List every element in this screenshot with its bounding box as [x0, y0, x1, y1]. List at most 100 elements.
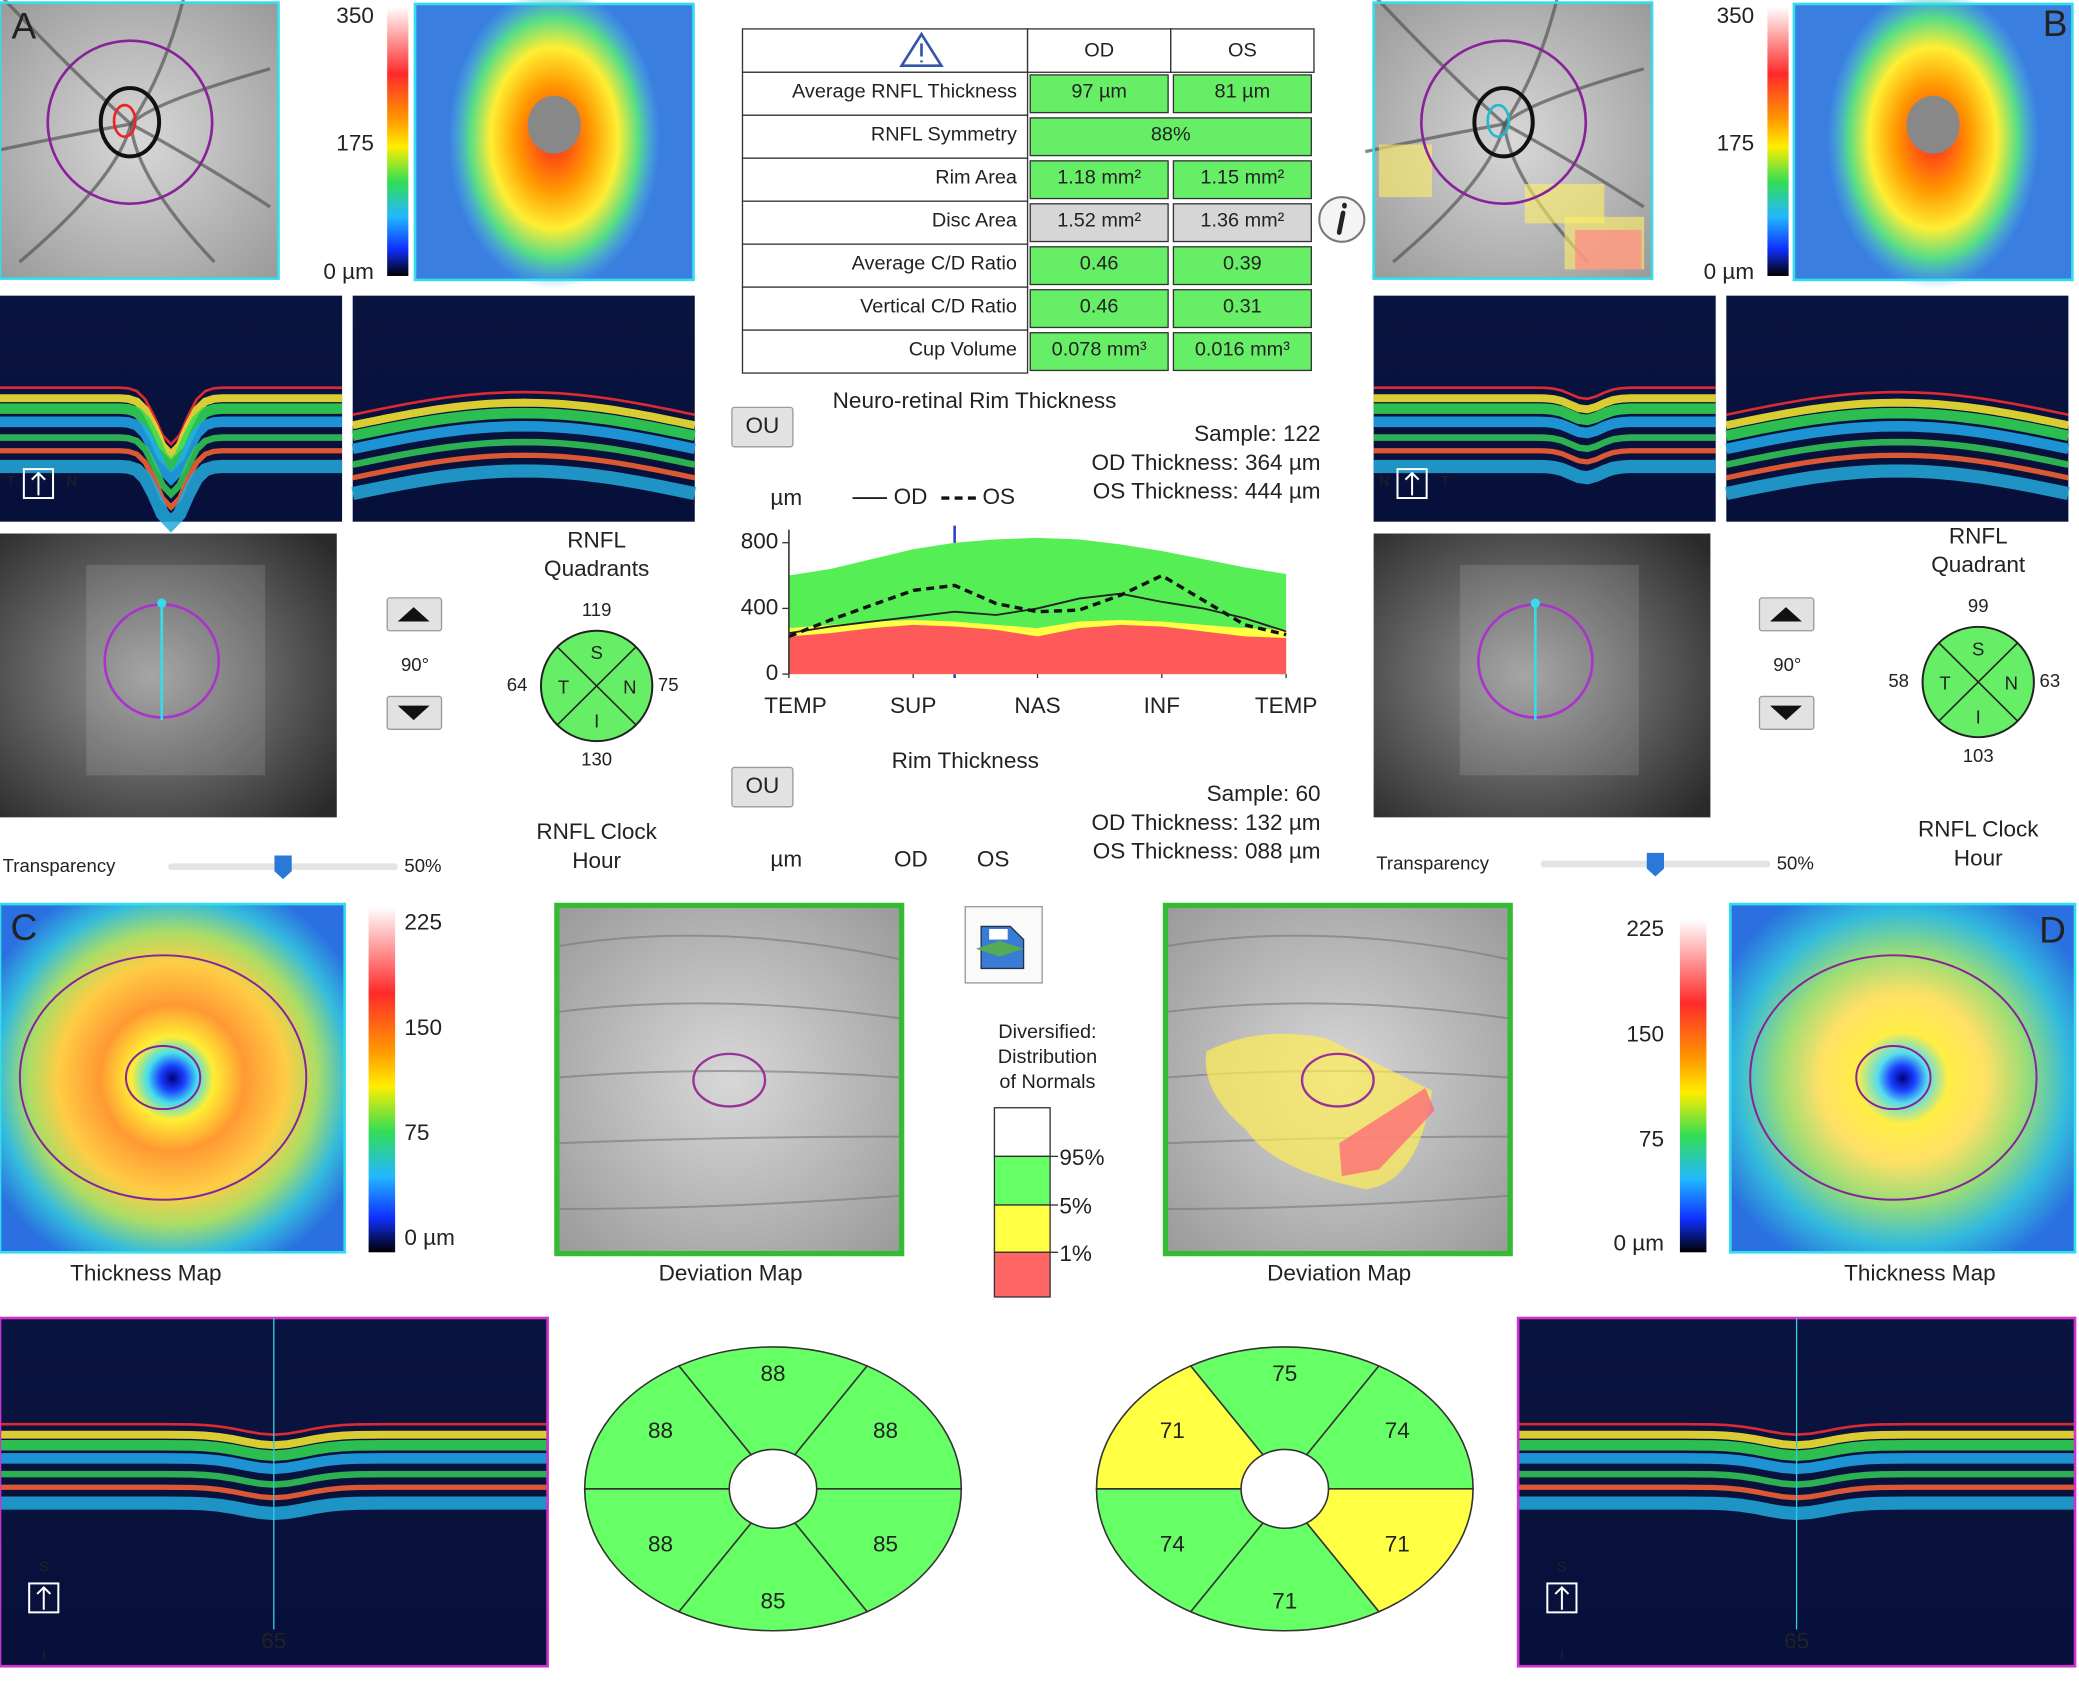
slo-image	[1373, 533, 1711, 818]
row-label-cell	[741, 71, 1029, 116]
scale-label: 0 µm	[1613, 1230, 1664, 1255]
row-label-cell	[741, 329, 1029, 374]
image-frame	[0, 902, 347, 1254]
slider-label: Transparency	[3, 855, 116, 876]
scan-position-label: 65	[1784, 1629, 1809, 1654]
image-frame	[554, 902, 905, 1257]
retina-layer	[1373, 459, 1716, 485]
panel-label: A	[11, 6, 36, 47]
vessel	[1503, 122, 1645, 209]
sector-value: 74	[1385, 1418, 1410, 1443]
cell-value: 0.31	[1223, 296, 1262, 318]
button-label: OU	[745, 413, 779, 438]
y-tick-label: 0	[766, 660, 779, 685]
column-header: µm	[770, 847, 802, 872]
column-header: OS	[977, 847, 1010, 872]
scan-area	[86, 565, 266, 776]
retina-layer	[1373, 448, 1716, 465]
grid-inner	[692, 1052, 767, 1108]
clock-hour-title: Hour	[572, 848, 621, 873]
scan-position-label: 65	[261, 1629, 286, 1654]
value-cell	[1172, 74, 1312, 114]
sector	[1095, 1488, 1265, 1613]
image-frame	[1372, 1, 1654, 280]
vessel	[1166, 1002, 1510, 1020]
scale-label: 0 µm	[1704, 259, 1755, 284]
retina-layer	[1725, 464, 2070, 501]
image-frame	[1792, 2, 2074, 282]
sector-value: 74	[1160, 1532, 1185, 1557]
quadrant-letter: N	[2005, 673, 2018, 694]
sector-value: 71	[1385, 1532, 1410, 1557]
orientation-label: N	[66, 474, 77, 490]
retina-layer	[351, 421, 696, 455]
sample-text: Sample: 122	[1194, 421, 1320, 446]
table-header-cell	[1170, 28, 1315, 73]
legend-swatch	[993, 1204, 1051, 1253]
ou-button[interactable]	[731, 406, 794, 448]
quadrant-dividers	[556, 646, 637, 726]
row-label: Disc Area	[932, 210, 1017, 232]
scale-label: 225	[404, 910, 442, 935]
angle-label: 90°	[1773, 654, 1801, 675]
vessel	[558, 1194, 901, 1210]
panel-label: C	[10, 907, 37, 948]
scale-label: 350	[336, 3, 374, 28]
image-frame	[0, 1, 280, 280]
retina-layer	[351, 407, 696, 441]
clock-hour-title: RNFL Clock	[1918, 816, 2039, 841]
angle-label: 90°	[401, 654, 429, 675]
orientation-label: I	[42, 1648, 46, 1664]
down-arrow	[397, 705, 430, 721]
sector-value: 85	[873, 1532, 898, 1557]
sector-value: 85	[760, 1588, 785, 1613]
sector-value: 88	[648, 1418, 673, 1443]
image-frame	[0, 1316, 549, 1668]
row-label-cell	[741, 157, 1029, 202]
ou-button[interactable]	[731, 766, 794, 808]
scan-marker	[157, 598, 167, 608]
cell-value: 1.52 mm²	[1057, 210, 1141, 232]
vessel	[1503, 0, 1559, 125]
orientation-label: S	[39, 1560, 49, 1576]
deviation-patch	[1378, 144, 1432, 198]
quadrants-title: RNFL	[1949, 523, 2008, 548]
slider-handle[interactable]	[1646, 852, 1664, 877]
grid-outer	[1749, 954, 2038, 1201]
slider-handle[interactable]	[274, 855, 292, 880]
sector-value: 71	[1272, 1588, 1297, 1613]
scale-label: 175	[1717, 131, 1755, 156]
cell-value: 88%	[1151, 124, 1191, 146]
quadrants-title: RNFL	[567, 527, 626, 552]
color-bar	[368, 906, 396, 1253]
legend-swatch	[993, 1251, 1051, 1298]
sector	[677, 1346, 869, 1456]
retina-layer	[0, 448, 343, 512]
vessel	[558, 1069, 901, 1079]
x-tick-label: TEMP	[764, 693, 827, 718]
slider-label: Transparency	[1376, 853, 1489, 874]
legend-level: 5%	[1059, 1194, 1092, 1219]
quadrant-value: 58	[1888, 670, 1909, 691]
retina-layer	[1725, 407, 2070, 441]
value-cell	[1029, 246, 1169, 286]
thickness-map	[0, 904, 345, 1253]
image-frame	[1728, 902, 2077, 1254]
cell-value: 1.15 mm²	[1200, 167, 1284, 189]
sector	[1305, 1364, 1474, 1490]
value-cell	[1172, 332, 1312, 372]
cell-value: 0.46	[1080, 253, 1119, 275]
sector	[677, 1521, 869, 1632]
sector	[583, 1488, 753, 1613]
sector	[583, 1364, 753, 1490]
retina-layer	[1373, 403, 1716, 426]
retina-layer	[0, 459, 343, 533]
row-label: Average RNFL Thickness	[792, 81, 1017, 103]
grid-inner	[124, 1045, 202, 1111]
orientation-label: T	[6, 474, 15, 490]
save-icon-label	[989, 929, 1008, 940]
retina-layer	[0, 394, 343, 461]
column-header: OD	[894, 847, 928, 872]
